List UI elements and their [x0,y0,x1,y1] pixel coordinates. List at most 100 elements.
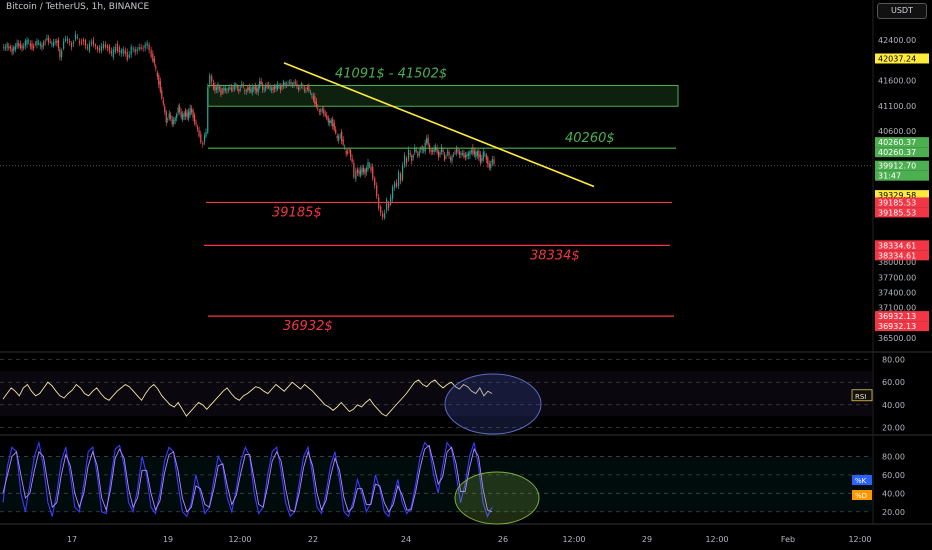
currency-button[interactable]: USDT [877,3,927,19]
candle-body [229,87,231,89]
candle-body [134,49,136,53]
candle-body [302,84,304,86]
candle-body [46,38,48,40]
candle-body [84,40,87,46]
candle-body [448,151,450,156]
candle-body [68,41,71,43]
time-tick-label: Feb [781,535,795,544]
candle-body [41,45,43,48]
candle-body [136,49,138,52]
candle-body [130,46,132,55]
rsi-highlight-ellipse [444,373,542,435]
candle-body [324,114,326,116]
candle-body [390,197,392,205]
candle-body [49,42,51,43]
price-pane[interactable] [0,30,873,221]
price-label-box [875,53,929,64]
candle-body [168,113,170,119]
level-label: 39185$ [272,205,322,220]
stoch-d-line [2,444,493,513]
candle-body [106,45,108,48]
candle-body [321,109,323,111]
candle-body [312,95,314,100]
candle-body [159,81,161,92]
candle-body [440,146,443,152]
candle-body [254,84,256,91]
candle-body [185,109,187,117]
candle-body [192,110,194,118]
candle-body [470,150,472,153]
candle-body [179,106,181,112]
candle-body [104,44,106,48]
candle-body [457,149,459,152]
candle-body [218,86,221,89]
candle-body [236,85,238,88]
candle-body [491,159,493,164]
candle-body [293,82,295,85]
level-label: 36932$ [283,319,333,334]
candle-body [162,100,164,104]
candle-body [16,42,18,48]
candle-body [384,213,386,218]
price-tick-label: 42400.00 [878,36,916,45]
price-label: 36932.13 [878,322,916,331]
price-label-box [875,207,929,218]
candle-body [314,96,316,104]
candle-body [350,150,352,157]
candle-body [284,83,286,86]
candle-body [437,151,440,158]
candle-body [248,86,250,91]
candle-body [432,150,434,152]
candle-body [39,43,41,46]
candle-body [4,47,7,49]
candle-body [65,39,67,41]
candle-body [116,43,118,52]
candle-body [100,46,102,51]
candle-body [397,172,400,187]
rsi-tag: RSI [855,393,866,401]
candle-body [427,137,429,145]
candle-body [268,85,270,88]
candle-body [140,47,142,50]
candle-body [339,135,341,137]
candle-body [223,87,225,92]
candle-body [288,82,291,84]
stochastic-pane[interactable] [0,440,872,525]
rsi-pane[interactable] [0,359,872,435]
candle-body [42,42,45,46]
rsi-tick-label: 40.00 [882,401,905,410]
time-tick-label: 26 [498,535,508,544]
candle-body [299,87,301,89]
candle-body [463,153,465,157]
stoch-highlight-ellipse [454,471,540,525]
candle-body [38,42,40,44]
candle-body [386,199,388,211]
candle-body [275,86,277,89]
candle-body [51,43,53,45]
candle-body [209,75,211,85]
price-tick-label: 41600.00 [878,77,916,86]
candle-body [439,152,441,155]
time-tick-label: 19 [163,535,173,544]
candle-body [365,168,368,173]
price-label: 40260.37 [878,148,916,157]
candle-body [259,81,261,88]
candle-body [305,90,307,92]
candle-body [128,54,130,58]
price-label: 39329.58 [878,191,916,200]
d-tag: %D [855,492,867,500]
candle-body [388,203,390,208]
candle-body [424,142,426,152]
candle-body [189,107,191,116]
candle-body [114,47,116,52]
candle-body [262,84,264,90]
candle-body [403,155,406,165]
candle-body [224,88,226,91]
candle-body [285,85,288,87]
candle-body [235,84,237,86]
candle-body [311,94,313,96]
candle-body [282,81,285,86]
candle-body [458,151,461,155]
candle-body [202,143,204,145]
